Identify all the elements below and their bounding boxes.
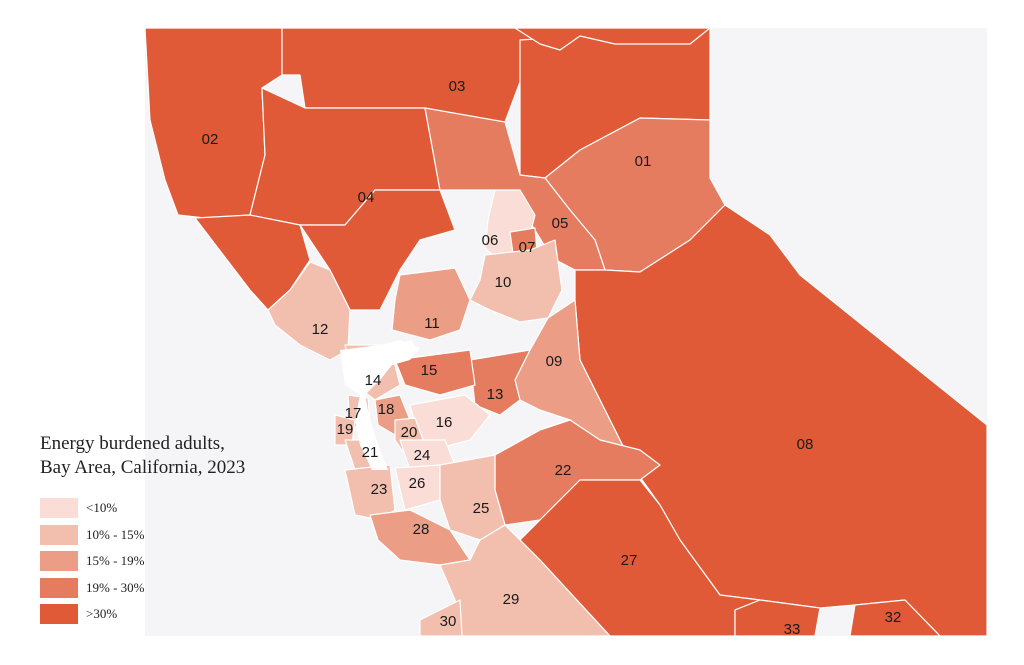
district-label: 29 xyxy=(503,591,520,608)
out-of-state-area xyxy=(710,28,987,425)
district-label: 10 xyxy=(495,274,512,291)
district-label: 11 xyxy=(424,315,440,332)
district-label: 17 xyxy=(345,405,362,422)
district-label: 18 xyxy=(378,401,395,418)
legend-label: 15% - 19% xyxy=(86,553,145,568)
district-label: 28 xyxy=(413,521,430,538)
district-label: 32 xyxy=(885,609,902,626)
district-region xyxy=(267,261,351,361)
district-label: 08 xyxy=(797,436,814,453)
district-region xyxy=(391,267,471,341)
district-label: 06 xyxy=(482,232,499,249)
district-label: 12 xyxy=(312,321,329,338)
district-label: 21 xyxy=(362,444,379,461)
bay-water xyxy=(340,340,420,470)
legend-item: 15% - 19% xyxy=(40,551,245,571)
district-label: 15 xyxy=(421,362,438,379)
legend-swatch xyxy=(40,498,78,518)
legend-swatch xyxy=(40,577,78,598)
district-label: 05 xyxy=(552,215,569,232)
legend-swatch xyxy=(40,604,78,624)
legend-item: 19% - 30% xyxy=(40,577,245,598)
district-label: 20 xyxy=(401,424,418,441)
legend-title-line-1: Energy burdened adults, xyxy=(40,433,225,454)
legend: Energy burdened adults, Bay Area, Califo… xyxy=(40,432,245,631)
bay-water-north xyxy=(395,340,418,360)
district-label: 09 xyxy=(546,353,563,370)
district-label: 26 xyxy=(409,475,426,492)
district-region xyxy=(419,599,463,637)
district-label: 03 xyxy=(449,78,466,95)
district-label: 30 xyxy=(440,613,457,630)
district-region xyxy=(849,599,941,637)
district-label: 24 xyxy=(414,447,431,464)
district-label: 33 xyxy=(784,621,801,638)
district-label: 23 xyxy=(371,481,388,498)
legend-label: >30% xyxy=(86,606,118,621)
district-label: 02 xyxy=(202,131,219,148)
legend-item: 10% - 15% xyxy=(40,524,245,545)
district-region xyxy=(469,239,563,323)
district-region xyxy=(514,27,711,51)
legend-items: <10% 10% - 15% 15% - 19% 19% - 30% >30% xyxy=(40,498,245,624)
district-label: 16 xyxy=(436,414,453,431)
legend-label: 10% - 15% xyxy=(86,526,145,542)
district-label: 01 xyxy=(635,153,652,170)
legend-label: <10% xyxy=(86,500,118,515)
legend-title: Energy burdened adults, Bay Area, Califo… xyxy=(40,432,245,480)
district-region xyxy=(439,454,506,541)
district-label: 19 xyxy=(337,421,354,438)
district-label: 07 xyxy=(519,239,536,256)
district-label: 27 xyxy=(621,552,638,569)
district-label: 04 xyxy=(358,189,375,206)
legend-item: <10% xyxy=(40,498,245,518)
legend-swatch xyxy=(40,551,78,571)
legend-swatch xyxy=(40,524,78,545)
district-region xyxy=(394,349,476,396)
district-label: 25 xyxy=(473,500,490,517)
district-label: 13 xyxy=(487,386,504,403)
legend-item: >30% xyxy=(40,604,245,624)
district-label: 22 xyxy=(555,462,572,479)
district-label: 14 xyxy=(365,372,382,389)
district-region xyxy=(734,599,821,637)
legend-label: 19% - 30% xyxy=(86,579,145,595)
legend-title-line-2: Bay Area, California, 2023 xyxy=(40,457,246,478)
